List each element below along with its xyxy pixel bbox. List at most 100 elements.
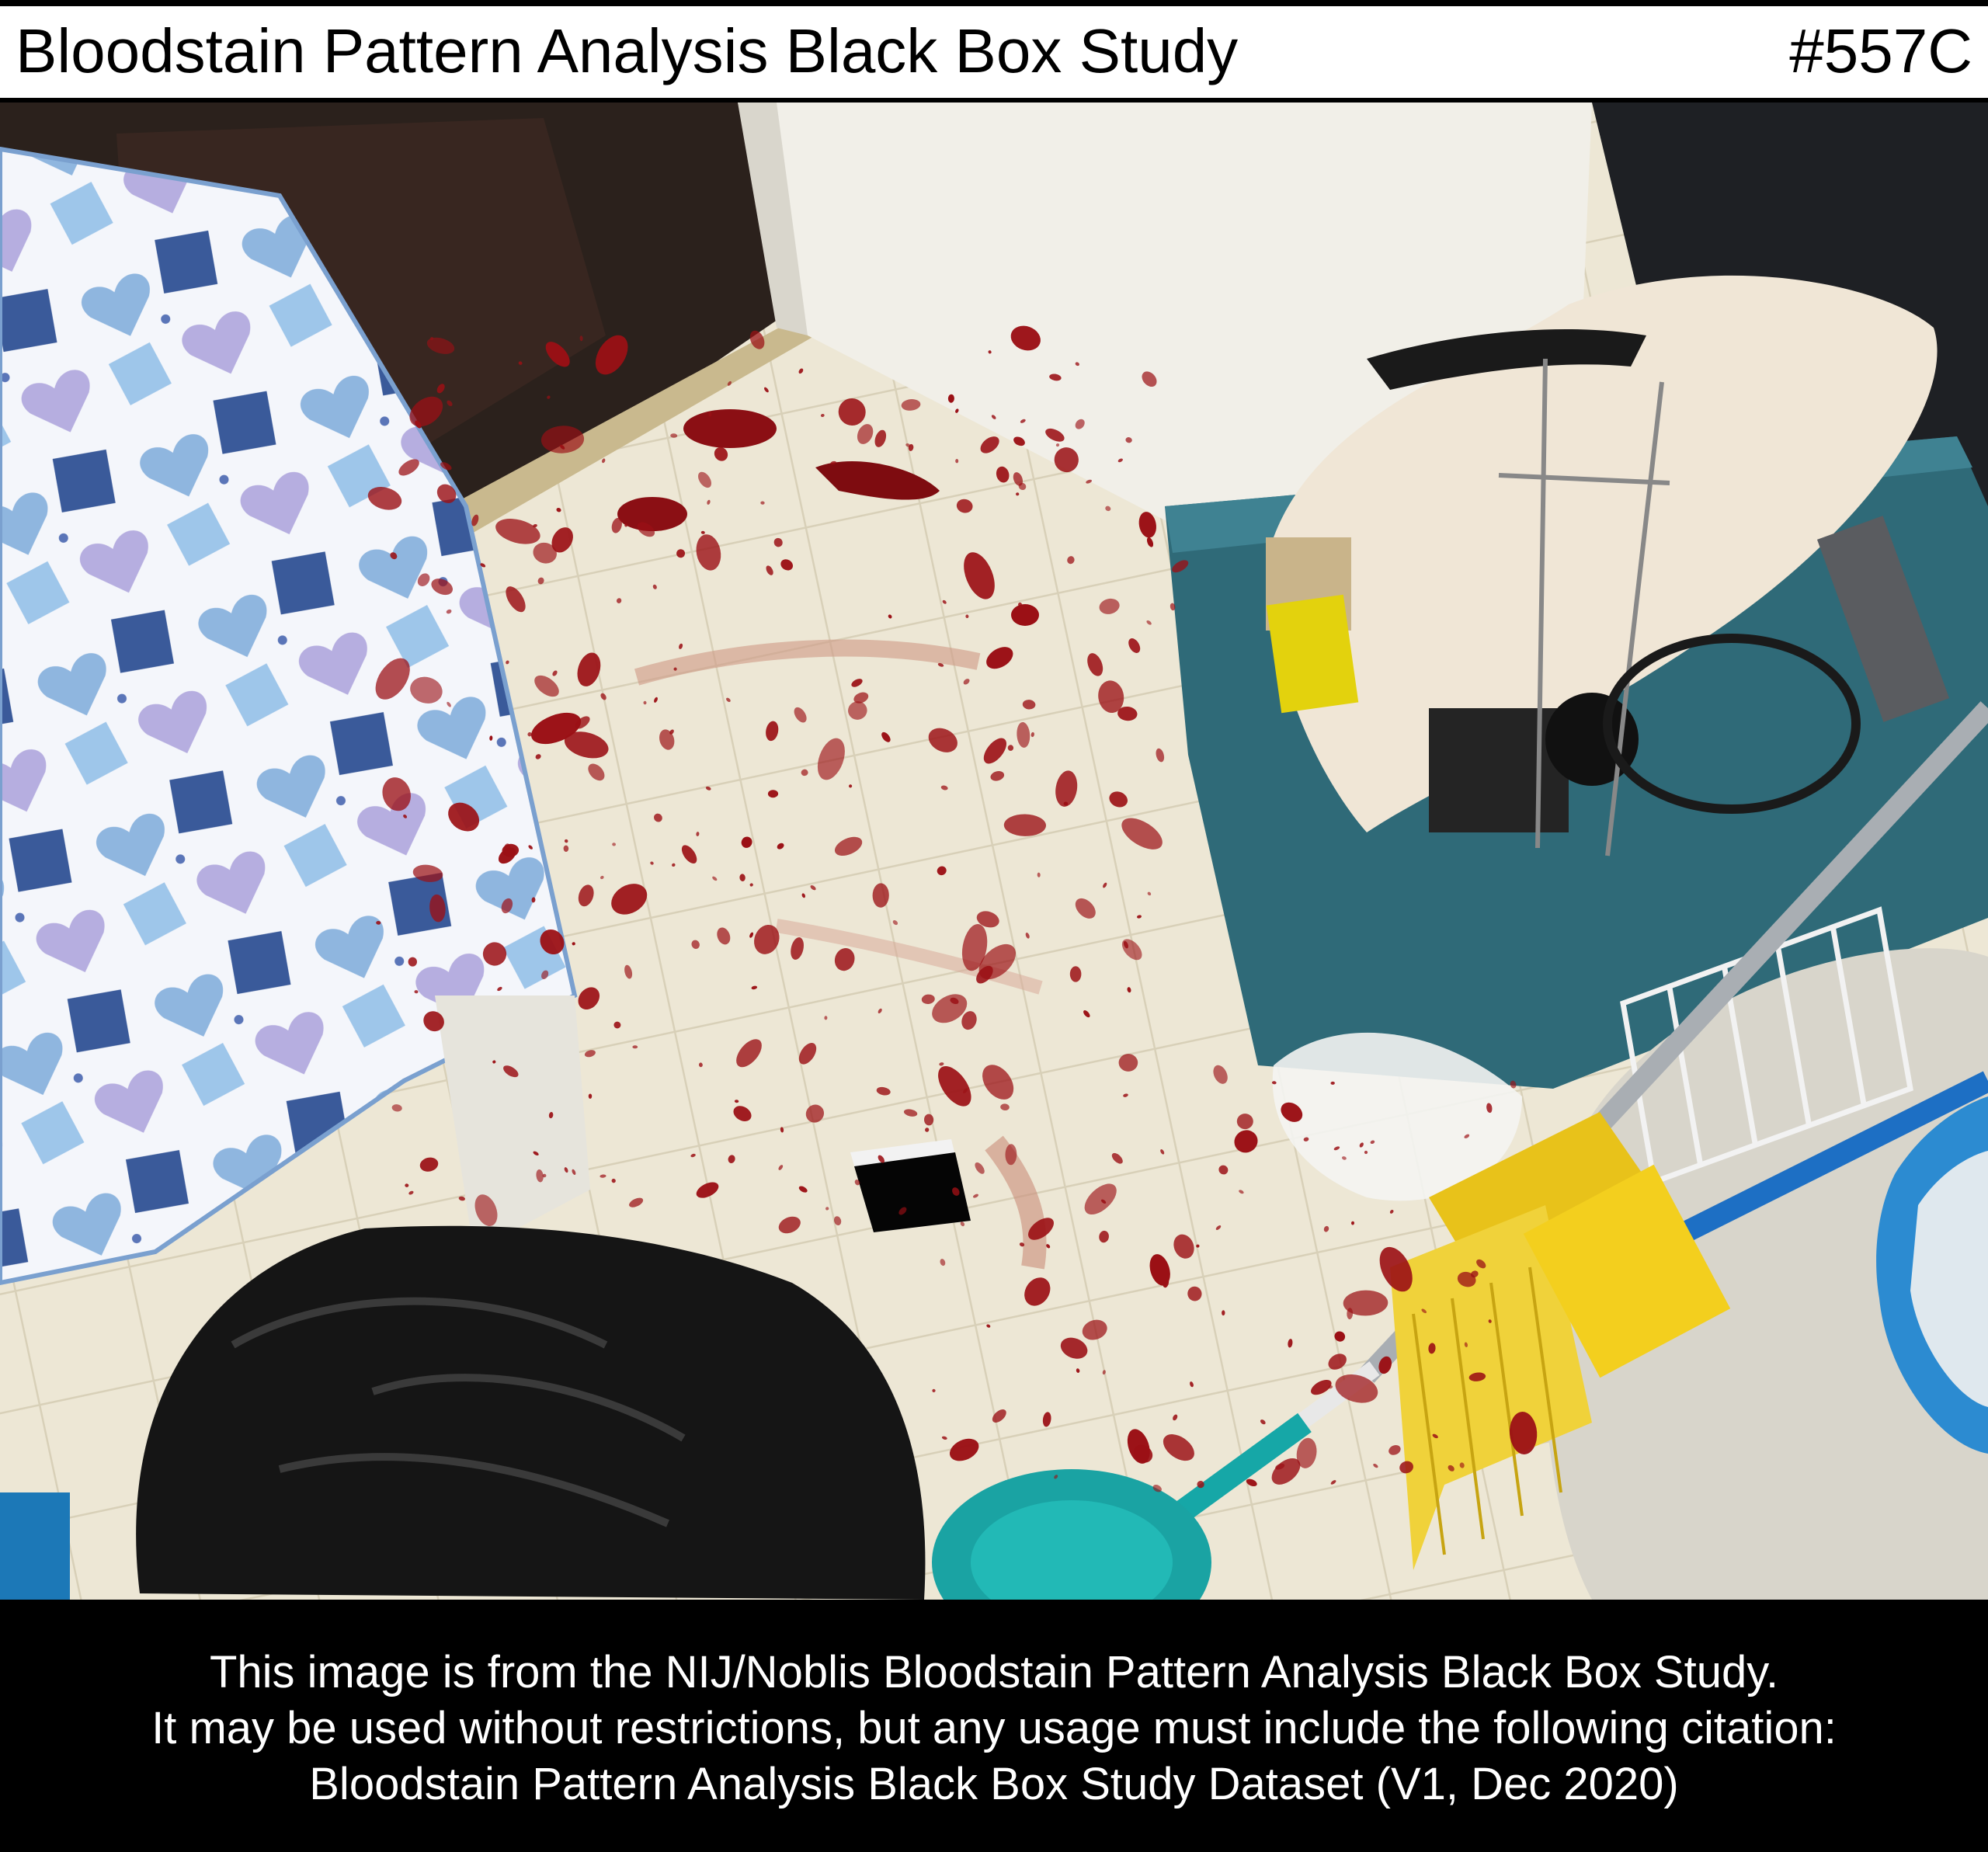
- blood-drop: [1215, 1225, 1222, 1230]
- blood-drop: [602, 458, 606, 464]
- blood-drop: [1509, 1412, 1538, 1454]
- blood-drop: [955, 408, 959, 413]
- blood-drop: [1246, 1478, 1257, 1487]
- blood-drop: [1000, 1103, 1010, 1111]
- blood-drop: [1067, 556, 1075, 565]
- blood-drop: [1260, 1419, 1266, 1425]
- blood-drop: [382, 777, 411, 811]
- blood-drop: [403, 814, 408, 818]
- blood-drop: [1197, 1480, 1204, 1489]
- blood-drop: [751, 985, 758, 990]
- blood-drop: [600, 875, 604, 880]
- blood-drop: [503, 1065, 519, 1078]
- citation-footer: This image is from the NIJ/Noblis Bloods…: [0, 1600, 1988, 1852]
- blood-drop: [540, 970, 549, 979]
- blood-drop: [777, 843, 784, 850]
- blood-drop: [1037, 872, 1041, 877]
- blood-drop: [412, 864, 443, 882]
- blood-drop: [1087, 653, 1103, 676]
- blood-drop: [955, 459, 959, 464]
- blood-drop: [714, 446, 728, 461]
- blood-drop: [1127, 1429, 1150, 1464]
- blood-drop: [533, 1151, 539, 1156]
- blood-drop: [848, 784, 853, 788]
- blood-drop: [1173, 1414, 1178, 1421]
- blood-drop: [1030, 731, 1034, 738]
- blood-drop: [1160, 1149, 1165, 1155]
- blood-drop: [536, 1169, 544, 1183]
- blood-drop: [531, 712, 582, 745]
- blood-drop: [739, 874, 746, 881]
- blood-drop: [940, 1259, 946, 1267]
- blood-drop: [825, 1207, 829, 1211]
- blood-drop: [652, 584, 657, 589]
- blood-drop: [564, 1167, 568, 1173]
- blood-drop: [696, 534, 721, 571]
- blood-drop: [749, 932, 754, 938]
- blood-drop: [1117, 458, 1123, 463]
- page-title: Bloodstain Pattern Analysis Black Box St…: [16, 16, 1239, 85]
- blood-drop: [1086, 479, 1093, 484]
- blood-drop: [1076, 1368, 1080, 1373]
- blood-drop: [1146, 620, 1152, 625]
- blood-drop: [1049, 374, 1062, 381]
- blood-drop: [1373, 1463, 1378, 1468]
- blood-drop: [547, 395, 551, 399]
- blood-drop: [766, 565, 773, 575]
- blood-drop: [398, 459, 419, 476]
- blood-drop: [650, 861, 654, 865]
- blood-drop: [691, 940, 700, 950]
- blood-drop: [749, 330, 765, 349]
- blood-drop: [975, 1162, 985, 1174]
- blood-drop: [928, 728, 958, 752]
- blood-drop: [1055, 770, 1078, 807]
- blood-drop: [1099, 1230, 1109, 1243]
- blood-drop: [1359, 1142, 1364, 1148]
- blood-drop: [1335, 1374, 1378, 1403]
- blood-drop: [798, 368, 804, 374]
- blood-drop: [952, 1187, 960, 1196]
- blood-drop: [563, 845, 569, 852]
- blood-drop: [408, 957, 417, 967]
- blood-drop: [996, 466, 1010, 483]
- blood-drop: [905, 443, 911, 447]
- blood-drop: [1468, 1372, 1486, 1381]
- blood-drop: [556, 508, 561, 513]
- blood-drop: [794, 707, 807, 723]
- blood-drop: [1170, 603, 1176, 611]
- blood-drop: [925, 1128, 930, 1132]
- blood-drop: [447, 701, 451, 707]
- blood-drop: [938, 1065, 971, 1107]
- blood-drop: [1288, 1339, 1293, 1348]
- blood-drop: [1432, 1433, 1438, 1439]
- blood-drop: [1173, 1234, 1194, 1259]
- blood-drop: [766, 721, 779, 742]
- blood-drop: [780, 1127, 784, 1133]
- blood-drop: [1055, 443, 1060, 447]
- blood-drop: [708, 412, 712, 417]
- blood-drop: [1234, 1130, 1258, 1153]
- blood-drop: [878, 1155, 885, 1163]
- blood-drop: [1213, 1065, 1228, 1084]
- blood-drop: [798, 1043, 817, 1065]
- blood-drop: [1187, 1286, 1202, 1301]
- blood-drop: [611, 1178, 616, 1183]
- blood-drop: [961, 1011, 977, 1030]
- blood-drop: [1421, 1308, 1427, 1314]
- blood-drop: [1323, 1225, 1329, 1232]
- blood-drop: [834, 947, 855, 971]
- blood-drop: [537, 577, 544, 585]
- blood-drop: [888, 614, 892, 619]
- blood-drop: [629, 1197, 644, 1207]
- blood-drop: [1123, 1093, 1128, 1097]
- blood-drop: [1007, 745, 1014, 751]
- blood-drop: [1019, 1242, 1025, 1247]
- blood-drop: [498, 847, 516, 864]
- blood-drop: [527, 732, 532, 737]
- blood-drop: [408, 1190, 414, 1195]
- blood-drop: [1341, 1156, 1347, 1160]
- blood-drop: [534, 675, 559, 697]
- blood-drop: [410, 676, 443, 704]
- photo-illustration: [0, 103, 1988, 1600]
- blood-drop: [741, 836, 752, 848]
